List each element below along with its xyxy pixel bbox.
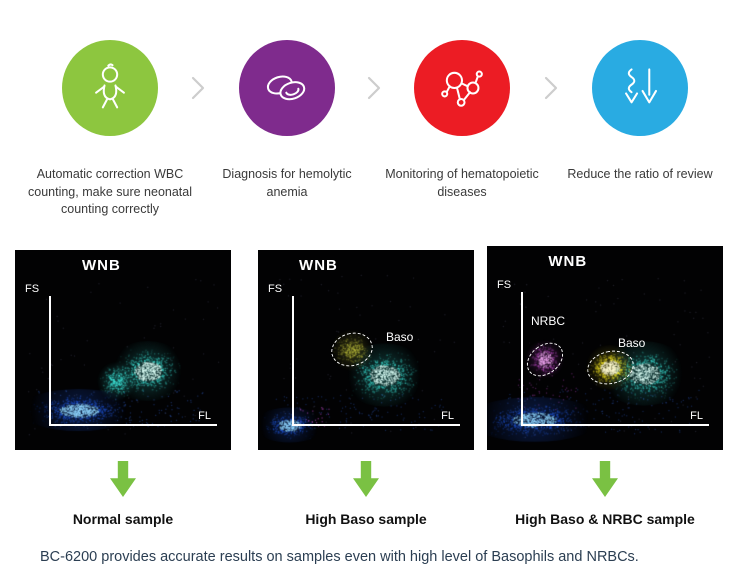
chevron-right-icon xyxy=(544,76,558,100)
feature-label-neonatal: Automatic correction WBC counting, make … xyxy=(28,167,192,216)
feature-circle-review xyxy=(592,40,688,136)
baso-gate-label: Baso xyxy=(386,330,414,344)
axes xyxy=(292,296,460,426)
nrbc-gate-label: NRBC xyxy=(531,314,566,328)
y-axis-label: FS xyxy=(25,283,40,295)
y-axis-label: FS xyxy=(268,283,283,295)
x-axis-label: FL xyxy=(198,410,211,422)
sample-label-normal: Normal sample xyxy=(72,511,174,527)
molecule-icon xyxy=(441,70,483,107)
scattergram-high-baso-sample: WNB FS FL Baso xyxy=(258,250,474,450)
feature-circle-anemia xyxy=(239,40,335,136)
feature-label-anemia: Diagnosis for hemolytic anemia xyxy=(222,167,352,199)
scattergram-high-baso-nrbc-sample: WNB FS FL NRBC Baso xyxy=(487,246,723,450)
baby-icon xyxy=(95,63,125,109)
baso-gate-label: Baso xyxy=(618,336,646,350)
axes xyxy=(49,296,217,426)
x-axis-label: FL xyxy=(690,410,703,422)
feature-circle-neonatal xyxy=(62,40,158,136)
feature-label-hematopoietic: Monitoring of hematopoietic diseases xyxy=(385,167,539,199)
scatter-plot xyxy=(258,250,474,450)
feature-circle-hematopoietic xyxy=(414,40,510,136)
sample-label-high-baso: High Baso sample xyxy=(305,511,427,527)
scatter-plot xyxy=(487,246,723,450)
chevron-right-icon xyxy=(191,76,205,100)
channel-title: WNB xyxy=(548,253,588,270)
axes xyxy=(521,292,709,426)
down-arrow-icon xyxy=(353,461,379,497)
down-arrow-icon xyxy=(110,461,136,497)
sample-label-high-baso-nrbc: High Baso & NRBC sample xyxy=(515,511,695,527)
x-axis-label: FL xyxy=(441,410,454,422)
y-axis-label: FS xyxy=(497,279,512,291)
scatter-plot xyxy=(15,250,231,450)
down-arrow-icon xyxy=(592,461,618,497)
down-arrows-icon xyxy=(625,68,658,104)
channel-title: WNB xyxy=(81,257,121,274)
chevron-right-icon xyxy=(367,76,381,100)
caption: BC-6200 provides accurate results on sam… xyxy=(40,549,639,565)
channel-title: WNB xyxy=(299,257,338,274)
scattergram-normal-sample: WNB FS FL xyxy=(15,250,231,450)
feature-label-review: Reduce the ratio of review xyxy=(567,167,713,181)
red-blood-cells-icon xyxy=(266,75,306,101)
